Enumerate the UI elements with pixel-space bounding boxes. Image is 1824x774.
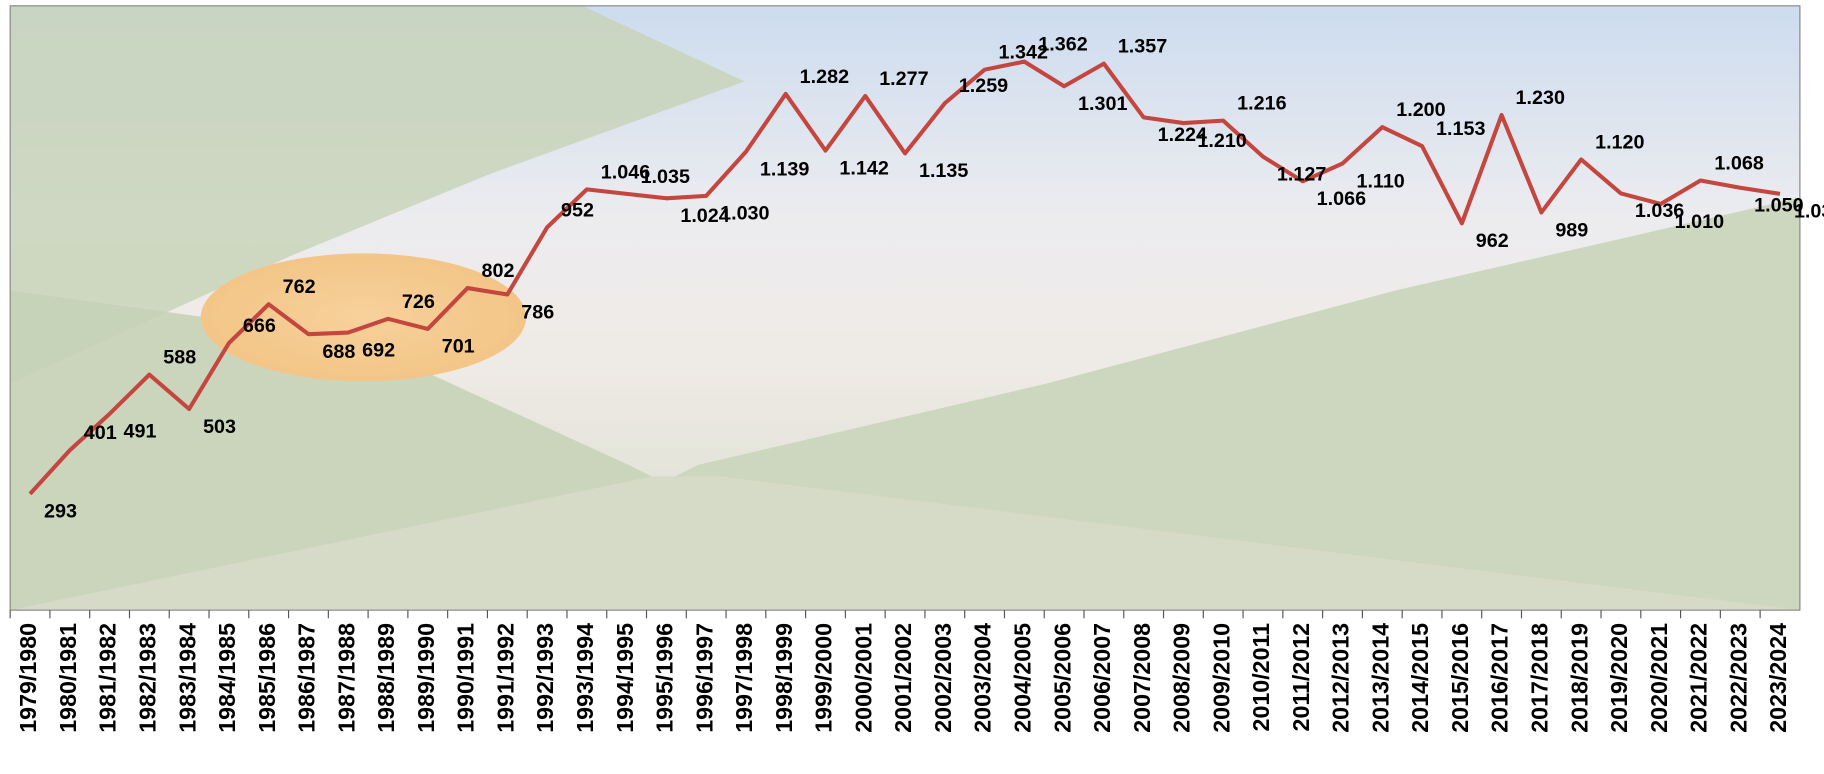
x-tick-label: 1994/1995 [612,623,638,733]
x-tick-label: 2012/2013 [1328,623,1354,733]
value-label: 503 [203,416,236,438]
x-tick-label: 1991/1992 [492,623,518,733]
x-tick-label: 2008/2009 [1169,623,1195,733]
x-tick-label: 2000/2001 [850,623,876,733]
value-label: 666 [243,315,276,337]
value-label: 588 [163,347,196,369]
x-tick-label: 1996/1997 [691,623,717,733]
value-label: 1.110 [1356,170,1404,192]
x-tick-label: 1999/2000 [811,623,837,733]
x-tick-label: 2019/2020 [1606,623,1632,733]
x-tick-label: 2016/2017 [1487,623,1513,733]
value-label: 1.259 [959,75,1008,97]
x-tick-label: 1988/1989 [373,623,399,733]
x-tick-label: 2021/2022 [1686,623,1712,733]
x-tick-label: 2001/2002 [890,623,916,733]
value-label: 1.139 [760,159,809,181]
value-label: 1.024 [680,205,729,227]
value-label: 1.301 [1078,93,1127,115]
x-tick-label: 2003/2004 [970,623,996,733]
x-tick-label: 2022/2023 [1725,623,1751,733]
x-tick-label: 1992/1993 [532,623,558,733]
x-tick-label: 2017/2018 [1527,623,1553,733]
x-tick-label: 1981/1982 [95,623,121,733]
value-label: 1.200 [1396,99,1445,121]
value-label: 1.210 [1197,130,1246,152]
value-label: 1.036 [1635,200,1684,222]
x-tick-label: 1993/1994 [572,623,598,733]
value-label: 1.357 [1118,36,1167,58]
x-tick-label: 1983/1984 [174,623,200,733]
x-tick-label: 2013/2014 [1367,623,1393,733]
value-label: 1.046 [601,161,650,183]
value-label: 491 [124,421,157,443]
x-tick-label: 2010/2011 [1248,623,1274,732]
x-tick-label: 2020/2021 [1646,623,1672,733]
value-label: 1.050 [1754,195,1803,217]
value-label: 1.153 [1436,118,1485,140]
x-tick-label: 2004/2005 [1009,623,1035,733]
x-tick-label: 2007/2008 [1129,623,1155,733]
x-tick-label: 2014/2015 [1407,623,1433,733]
x-tick-label: 1984/1985 [214,623,240,733]
x-tick-label: 1980/1981 [55,623,81,733]
value-label: 1.030 [720,203,769,225]
x-tick-label: 2018/2019 [1566,623,1592,733]
value-label: 701 [442,336,475,358]
value-label: 1.277 [879,68,928,90]
x-tick-label: 1998/1999 [771,623,797,733]
x-tick-label: 1997/1998 [731,623,757,733]
x-tick-label: 2006/2007 [1089,623,1115,733]
x-tick-label: 2009/2010 [1208,623,1234,733]
value-label: 786 [521,301,554,323]
value-label: 1.127 [1277,163,1326,185]
value-label: 1.010 [1675,211,1724,233]
value-label: 1.068 [1714,152,1763,174]
value-label: 1.142 [839,157,888,179]
x-tick-label: 1986/1987 [294,623,320,733]
x-tick-label: 1990/1991 [453,623,479,733]
x-tick-label: 2015/2016 [1447,623,1473,733]
value-label: 962 [1476,230,1509,252]
x-tick-label: 1985/1986 [254,623,280,733]
x-tick-label: 1982/1983 [135,623,161,733]
value-label: 1.120 [1595,131,1644,153]
value-label: 1.230 [1516,87,1565,109]
value-label: 802 [481,260,514,282]
x-tick-label: 1979/1980 [15,623,41,733]
x-tick-label: 1987/1988 [333,623,359,733]
x-tick-label: 1989/1990 [413,623,439,733]
value-label: 1.066 [1317,188,1366,210]
value-label: 726 [402,291,435,313]
value-label: 293 [44,501,77,523]
value-label: 1.035 [1794,201,1824,223]
x-tick-label: 2011/2012 [1288,623,1314,732]
value-label: 1.216 [1237,93,1286,115]
value-label: 1.224 [1158,124,1207,146]
x-tick-label: 2005/2006 [1049,623,1075,733]
x-tick-label: 1995/1996 [652,623,678,733]
x-tick-label: 2002/2003 [930,623,956,733]
value-label: 989 [1555,219,1588,241]
value-label: 1.342 [999,42,1048,64]
value-label: 1.282 [800,66,849,88]
value-label: 1.362 [1038,34,1087,56]
line-series [28,59,1781,496]
value-label: 692 [362,339,395,361]
value-label: 401 [84,422,117,444]
value-label: 762 [283,276,316,298]
value-label: 952 [561,199,594,221]
value-label: 688 [322,341,355,363]
background [9,5,1801,611]
x-tick-label: 2023/2024 [1765,623,1791,733]
value-label: 1.035 [641,166,690,188]
value-label: 1.135 [919,160,968,182]
